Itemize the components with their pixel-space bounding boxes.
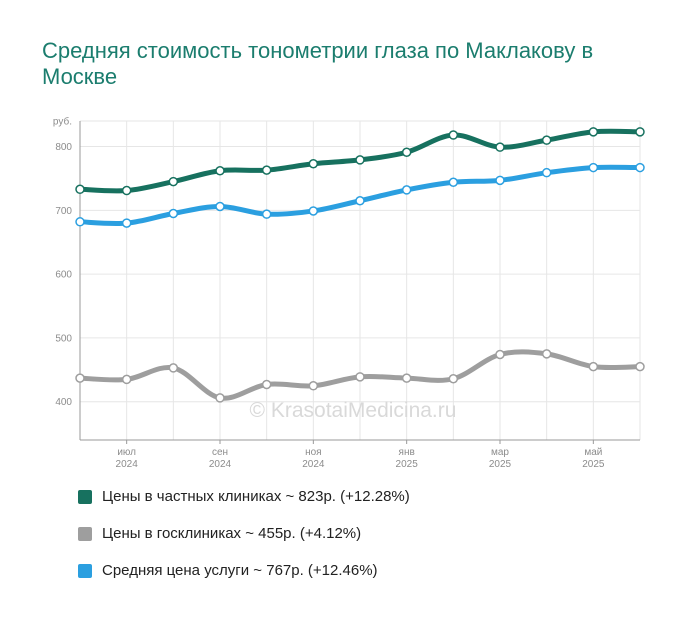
data-point	[401, 185, 412, 195]
y-tick-label: 500	[55, 333, 72, 344]
data-point	[635, 162, 645, 173]
legend-swatch	[78, 526, 92, 541]
y-tick-label: 400	[55, 397, 72, 408]
chart-title: Средняя стоимость тонометрии глаза по Ма…	[42, 38, 594, 89]
legend-item-public[interactable]: Цены в госклиниках ~ 455р. (+4.12%)	[78, 525, 410, 542]
data-point	[448, 130, 459, 140]
data-point	[448, 374, 459, 384]
data-point	[308, 206, 319, 216]
data-point	[308, 381, 319, 391]
data-point	[495, 349, 505, 360]
data-point	[588, 127, 599, 137]
y-tick-label: 800	[55, 142, 72, 153]
x-tick-year-label: 2024	[302, 459, 325, 470]
legend: Цены в частных клиниках ~ 823р. (+12.28%…	[78, 488, 410, 599]
data-point	[635, 361, 645, 372]
x-tick-year-label: 2025	[582, 459, 605, 470]
x-tick-label: июл	[117, 447, 136, 458]
x-tick-year-label: 2024	[116, 459, 139, 470]
legend-label: Цены в госклиниках ~ 455р. (+4.12%)	[102, 525, 362, 542]
watermark: © KrasotaiMedicina.ru	[250, 399, 457, 422]
data-point	[355, 155, 365, 165]
data-point	[75, 373, 85, 383]
data-point	[588, 361, 599, 372]
data-point	[75, 184, 85, 195]
data-point	[635, 127, 645, 137]
data-point	[541, 167, 552, 178]
grid-lines	[79, 120, 641, 440]
legend-label: Цены в частных клиниках ~ 823р. (+12.28%…	[102, 488, 410, 505]
data-point	[261, 209, 272, 219]
x-tick-label: сен	[212, 447, 228, 458]
data-point	[448, 177, 459, 187]
data-point	[121, 218, 132, 228]
data-point	[261, 379, 272, 390]
data-point	[355, 372, 365, 382]
data-point	[261, 165, 272, 175]
data-point	[168, 176, 179, 187]
data-point	[121, 374, 132, 385]
y-tick-label: 600	[55, 270, 72, 281]
x-tick-label: ноя	[305, 447, 322, 458]
data-point	[168, 208, 179, 219]
data-point	[121, 185, 132, 196]
data-point	[215, 393, 225, 403]
data-point	[355, 196, 365, 206]
legend-item-private[interactable]: Цены в частных клиниках ~ 823р. (+12.28%…	[78, 488, 410, 505]
data-point	[588, 162, 599, 173]
x-tick-label: мар	[491, 447, 509, 458]
data-point	[541, 135, 552, 145]
x-tick-year-label: 2024	[209, 459, 232, 470]
x-tick-label: янв	[399, 447, 415, 458]
legend-swatch	[78, 489, 92, 504]
x-tick-year-label: 2025	[396, 459, 419, 470]
y-tick-label: 700	[55, 206, 72, 217]
data-point	[215, 201, 225, 212]
legend-swatch	[78, 563, 92, 578]
data-point	[215, 166, 225, 176]
data-point	[495, 175, 505, 186]
data-point	[541, 349, 552, 359]
legend-label: Средняя цена услуги ~ 767р. (+12.46%)	[102, 562, 378, 579]
legend-item-average[interactable]: Средняя цена услуги ~ 767р. (+12.46%)	[78, 562, 410, 579]
data-point	[495, 142, 505, 152]
data-point	[401, 373, 412, 383]
data-points	[75, 127, 645, 403]
y-axis-unit: руб.	[53, 116, 72, 128]
x-tick-label: май	[584, 447, 602, 458]
data-point	[401, 147, 412, 158]
data-point	[308, 158, 319, 169]
data-point	[168, 363, 179, 373]
data-point	[75, 217, 85, 227]
axes: 400500600700800руб.июл2024сен2024ноя2024…	[53, 116, 640, 470]
x-tick-year-label: 2025	[489, 459, 512, 470]
